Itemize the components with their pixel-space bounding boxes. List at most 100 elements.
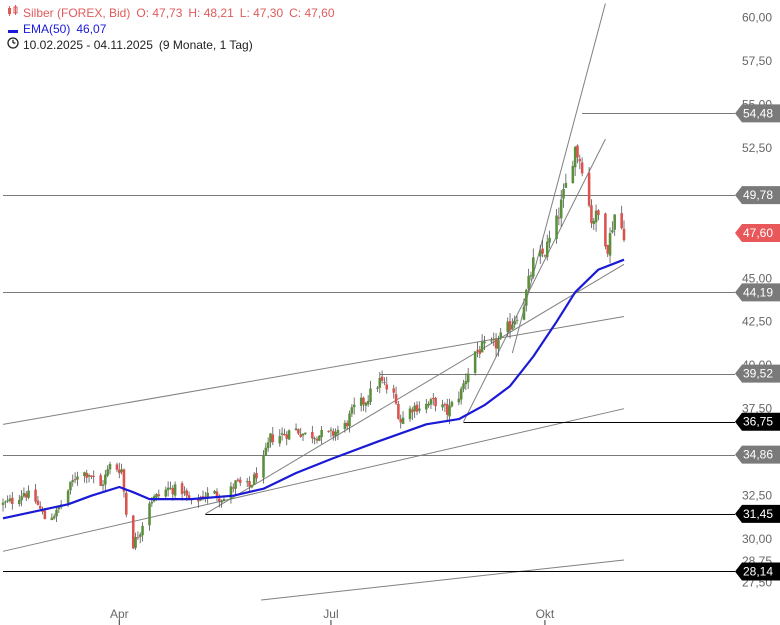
- candle-body: [155, 494, 158, 498]
- candle-body: [525, 289, 528, 306]
- trend-line: [463, 138, 606, 422]
- candle-body: [441, 404, 444, 408]
- candle-body: [611, 230, 614, 233]
- candle-body: [43, 510, 47, 520]
- ema-value: 46,07: [76, 22, 107, 36]
- candle-body: [27, 490, 30, 498]
- candle-body: [571, 166, 575, 184]
- open-value: O: 47,73: [136, 6, 183, 20]
- candle-body: [613, 214, 616, 230]
- candle-body: [445, 403, 449, 415]
- candle-body: [250, 484, 254, 488]
- candle-body: [83, 472, 86, 476]
- candle-body: [597, 210, 600, 216]
- candle-body: [499, 332, 503, 339]
- candle-body: [527, 276, 530, 289]
- candle-body: [85, 472, 89, 478]
- candle-body: [459, 388, 463, 400]
- candle-body: [394, 394, 398, 404]
- candle-body: [425, 403, 428, 410]
- candle-body: [36, 500, 40, 505]
- candle-body: [329, 429, 333, 431]
- candle-body: [294, 428, 298, 431]
- candle-body: [331, 430, 335, 436]
- candle-body: [429, 399, 433, 405]
- candle-body: [366, 401, 370, 405]
- candle-body: [141, 525, 144, 536]
- legend-range-row: 10.02.2025 - 04.11.2025 (9 Monate, 1 Tag…: [6, 37, 335, 53]
- candle-body: [562, 188, 565, 199]
- candle-body: [352, 404, 356, 408]
- candle-body: [222, 499, 226, 501]
- candle-body: [264, 447, 268, 455]
- candle-body: [362, 397, 365, 405]
- candle-body: [327, 430, 330, 432]
- candle-body: [90, 475, 93, 477]
- candle-body: [55, 509, 58, 517]
- candle-body: [457, 398, 461, 403]
- candle-body: [432, 398, 435, 400]
- candle-body: [8, 498, 12, 502]
- candle-body: [66, 490, 70, 504]
- trend-lines: [2, 3, 625, 601]
- candle-body: [206, 492, 209, 499]
- candle-body: [350, 407, 354, 414]
- candle-body: [513, 320, 516, 325]
- candle-body: [392, 388, 396, 393]
- candle-body: [359, 397, 363, 406]
- trend-line: [205, 263, 625, 515]
- current-price-tag-label: 47,60: [743, 226, 773, 240]
- candle-body: [590, 205, 593, 224]
- candle-body: [124, 492, 128, 515]
- clock-icon: [6, 37, 20, 53]
- level-price-tag-label: 34,86: [743, 448, 773, 462]
- x-tick-label: Apr: [110, 607, 129, 621]
- candle-body: [34, 489, 37, 502]
- level-price-tag-label: 36,75: [743, 415, 773, 429]
- candle-body: [57, 507, 61, 510]
- level-price-tag: [735, 364, 780, 383]
- level-price-tag: [735, 445, 780, 464]
- candle-body: [262, 455, 265, 478]
- candle-body: [548, 237, 551, 243]
- candle-body: [443, 404, 447, 406]
- level-price-tag: [735, 504, 780, 523]
- candle-body: [576, 145, 579, 158]
- candle-body: [532, 257, 535, 277]
- candle-body: [399, 418, 402, 423]
- candle-body: [52, 516, 56, 519]
- candle-body: [480, 342, 484, 353]
- ema-line-icon: [6, 21, 20, 37]
- candle-body: [545, 241, 549, 258]
- candle-body: [594, 210, 598, 223]
- candle-body: [220, 501, 223, 503]
- candle-body: [266, 442, 270, 449]
- candle-body: [197, 499, 200, 502]
- candle-body: [580, 162, 584, 174]
- candle-body: [529, 274, 533, 277]
- candle-body: [20, 496, 23, 501]
- x-axis: Apr Jul Okt: [110, 607, 555, 625]
- candle-body: [131, 515, 135, 549]
- candle-body: [555, 215, 558, 239]
- candle-body: [401, 417, 405, 424]
- candle-body: [606, 244, 609, 254]
- candle-body: [492, 338, 496, 341]
- candle-body: [187, 495, 191, 500]
- level-price-tag-label: 44,19: [743, 285, 773, 299]
- horizontal-levels: [3, 113, 735, 572]
- y-tick-label: 60,00: [742, 10, 772, 24]
- candle-body: [171, 487, 175, 495]
- candle-body: [608, 233, 612, 256]
- candle-body: [252, 474, 256, 485]
- candle-body: [166, 487, 170, 491]
- candle-body: [283, 434, 286, 436]
- candle-body: [427, 403, 430, 406]
- candle-body: [343, 422, 347, 429]
- candle-body: [278, 436, 282, 444]
- candle-body: [408, 408, 412, 420]
- candle-body: [494, 339, 498, 349]
- candle-body: [92, 475, 95, 477]
- candle-body: [248, 481, 251, 487]
- trend-line: [511, 3, 606, 354]
